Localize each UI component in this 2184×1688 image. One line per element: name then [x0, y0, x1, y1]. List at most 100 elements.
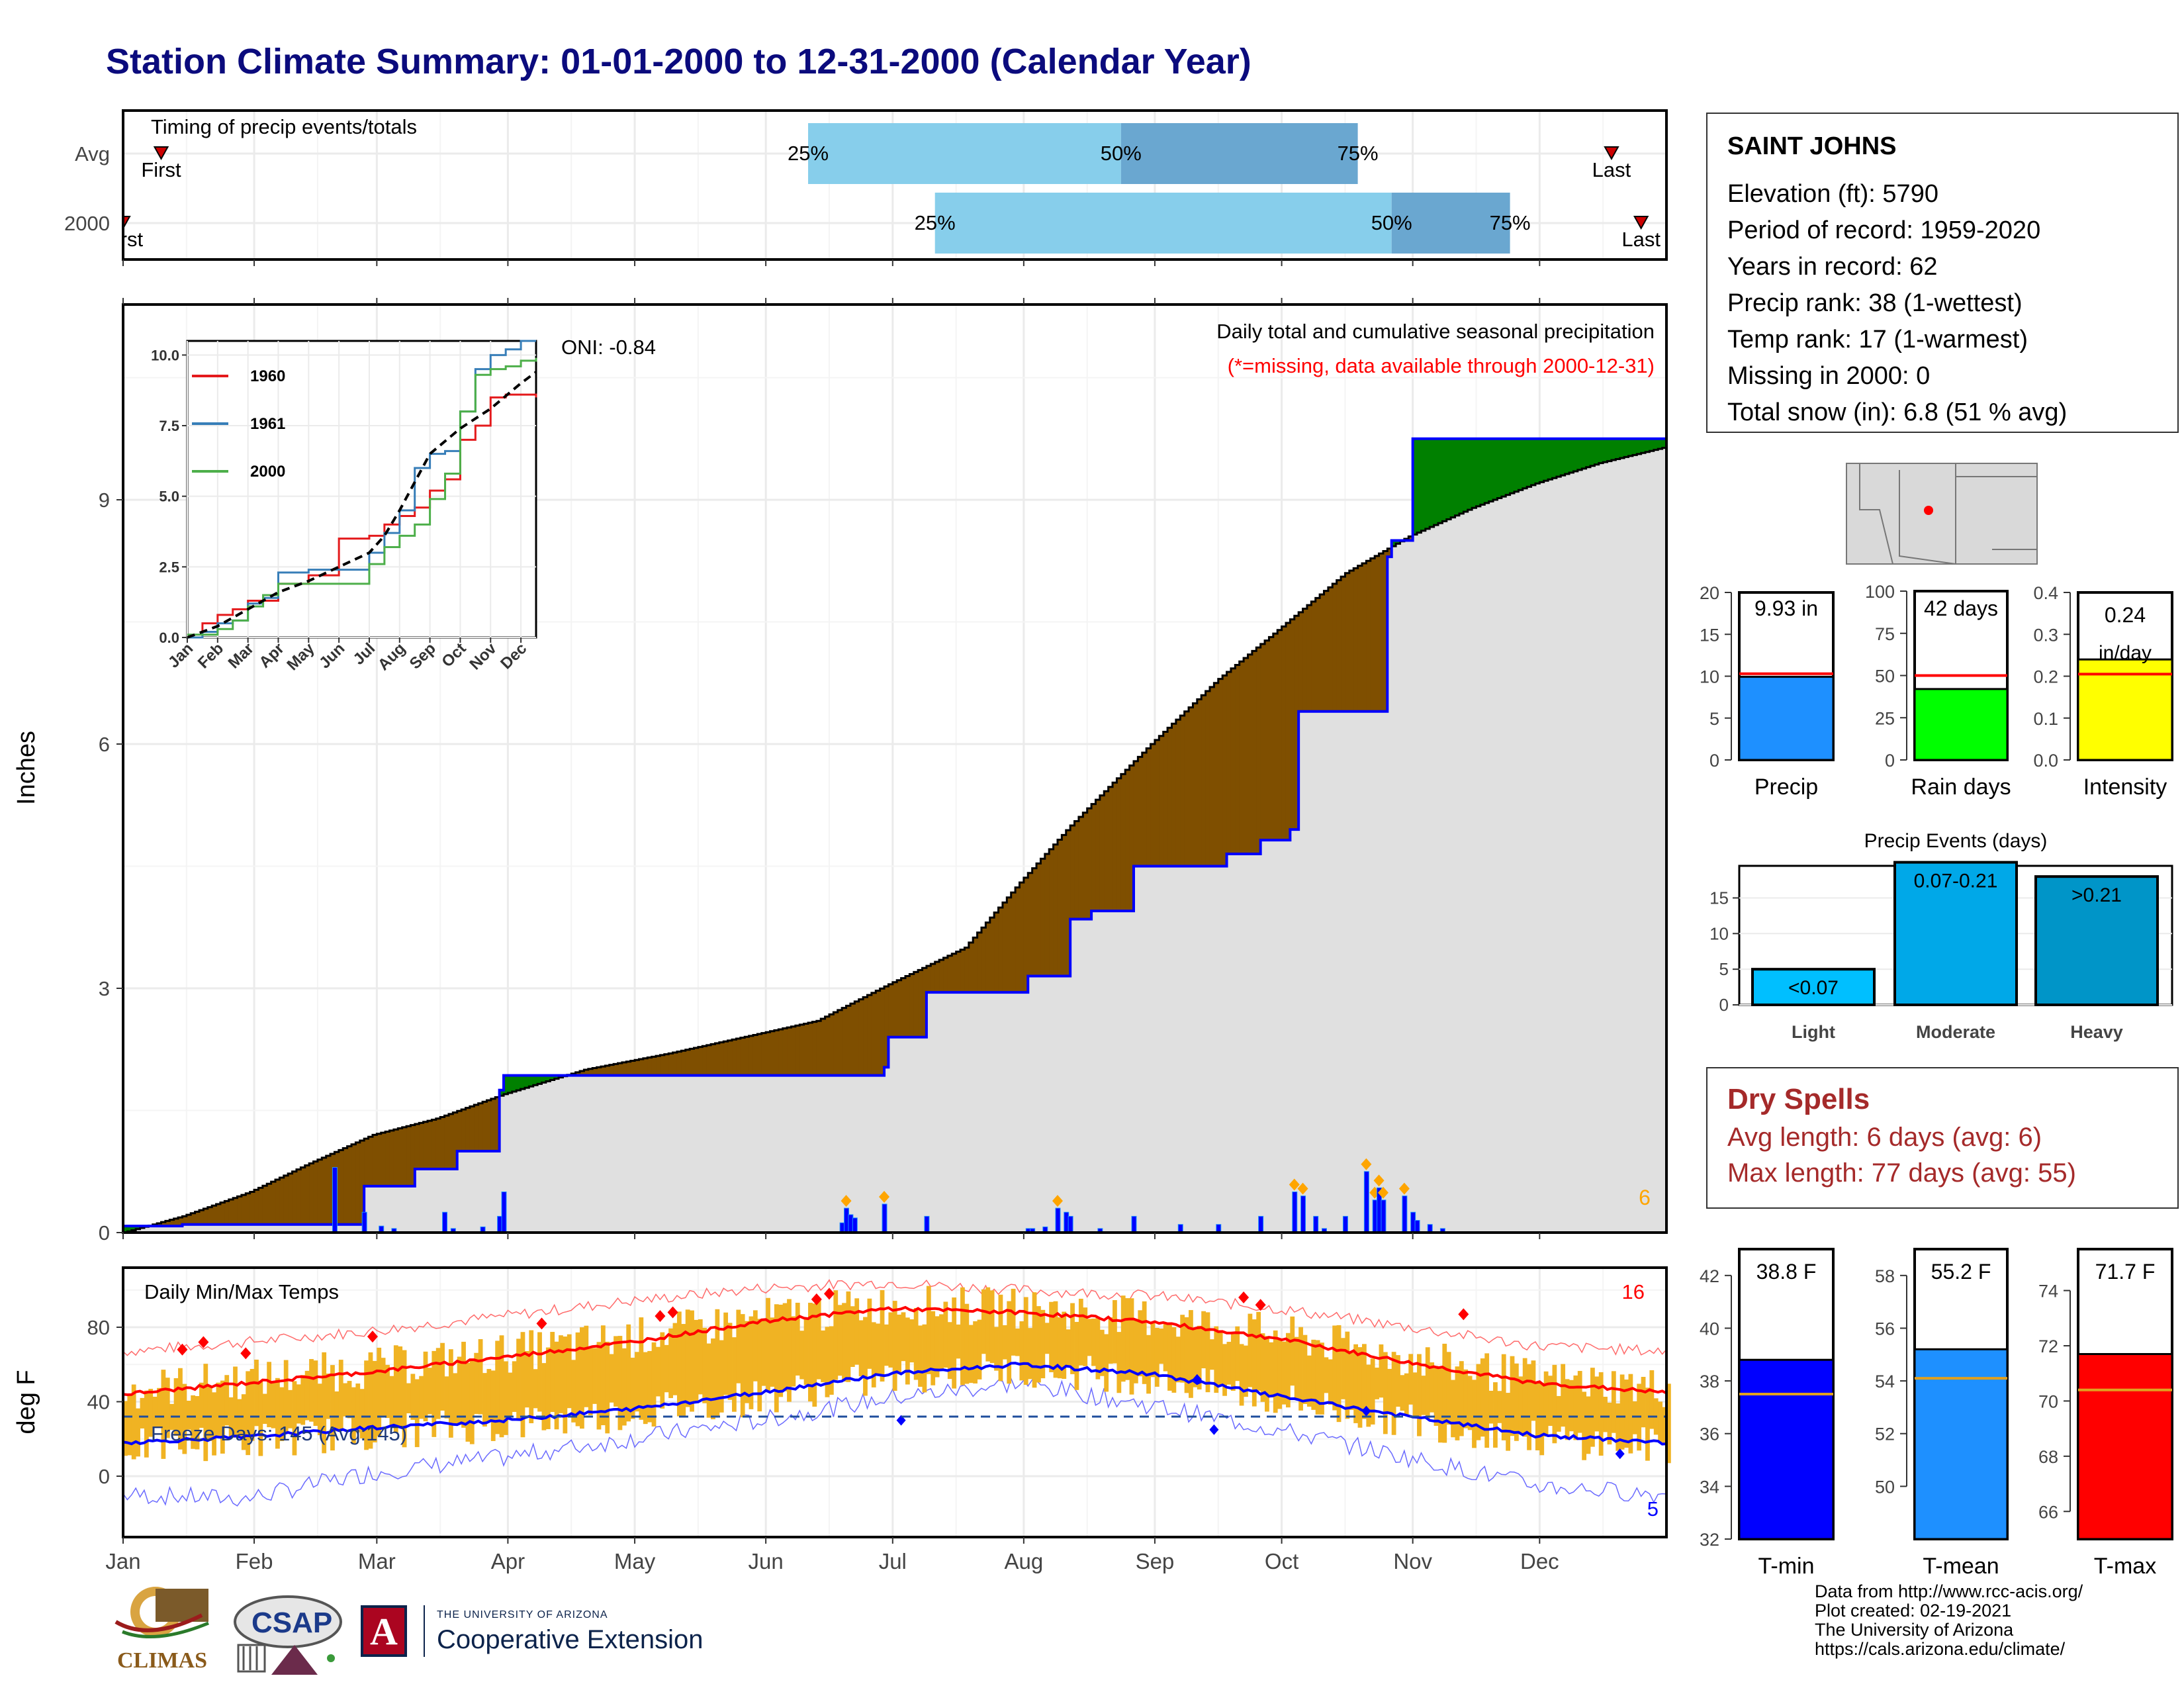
events-panel-title: Precip Events (days): [1864, 830, 2048, 852]
daily-temp-range-bar: [571, 1360, 576, 1423]
precip-deficit-segment: [1108, 786, 1113, 912]
daily-temp-range-bar: [1201, 1311, 1206, 1369]
precip-deficit-segment: [694, 1048, 699, 1076]
daily-temp-range-bar: [614, 1336, 618, 1407]
precip-deficit-segment: [1370, 558, 1375, 712]
precip-deficit-segment: [1138, 757, 1143, 867]
daily-temp-range-bar: [812, 1303, 817, 1407]
precip-deficit-segment: [799, 1024, 805, 1076]
record-high-marker: [1238, 1291, 1250, 1303]
station-temp-rank: Temp rank: 17 (1-warmest): [1727, 326, 2028, 353]
events-bar-moderate: [1893, 861, 2018, 1006]
precip-deficit-segment: [1066, 830, 1071, 976]
inset-legend-label-2000: 2000: [250, 463, 285, 481]
daily-temp-range-bar: [1298, 1327, 1303, 1411]
precip-deficit-segment: [846, 1006, 851, 1076]
daily-temp-range-bar: [1230, 1334, 1236, 1391]
daily-temp-range-bar: [656, 1346, 660, 1397]
precip-surplus-segment: [1619, 438, 1625, 458]
state-map: [1846, 463, 2038, 565]
rain_days-y-tick-label: 75: [1875, 624, 1895, 644]
daily-temp-range-bar: [440, 1342, 445, 1411]
precip-deficit-segment: [495, 1097, 500, 1151]
precip-deficit-segment: [465, 1107, 471, 1151]
precip-surplus-segment: [1472, 438, 1477, 508]
precip-surplus-segment: [1430, 438, 1435, 527]
precip-deficit-segment: [474, 1105, 479, 1151]
daily-temp-range-bar: [1218, 1332, 1223, 1385]
timing-panel-label: Timing of precip events/totals: [151, 115, 417, 138]
daily-temp-range-bar: [1603, 1397, 1608, 1432]
precip-deficit-segment: [178, 1217, 183, 1227]
precip-deficit-segment: [233, 1197, 238, 1225]
precip-deficit-segment: [876, 990, 881, 1076]
last-event-label: Last: [1621, 228, 1661, 251]
precip-surplus-segment: [1451, 438, 1456, 518]
precip-deficit-segment: [892, 982, 897, 1037]
timing-bar-avg-q2: [1120, 123, 1358, 184]
precip-deficit-segment: [1336, 580, 1342, 712]
daily-temp-range-bar: [939, 1314, 944, 1369]
daily-temp-range-bar: [1569, 1380, 1574, 1432]
precip-surplus-segment: [1396, 540, 1401, 544]
daily-temp-range-bar: [1087, 1319, 1092, 1356]
daily-temp-range-bar: [173, 1378, 179, 1436]
daily-temp-range-bar: [1391, 1352, 1396, 1435]
precip-deficit-segment: [322, 1157, 327, 1225]
precip-deficit-segment: [1306, 605, 1312, 712]
tmin-bar: [1738, 1358, 1835, 1540]
precip-deficit-segment: [998, 907, 1003, 993]
daily-temp-range-bar: [833, 1290, 839, 1380]
daily-temp-range-bar: [1472, 1380, 1477, 1448]
precip-y-tick-label: 9: [99, 489, 110, 512]
tmin-y-tick-label: 40: [1700, 1319, 1719, 1338]
daily-temp-range-bar: [698, 1319, 703, 1395]
precip-deficit-segment: [1175, 720, 1181, 867]
daily-temp-range-bar: [499, 1335, 504, 1438]
daily-temp-range-bar: [148, 1389, 154, 1437]
precip-deficit-segment: [782, 1028, 788, 1076]
daily-temp-range-bar: [926, 1286, 931, 1374]
events-bar-light: [1751, 968, 1876, 1006]
daily-temp-range-bar: [1244, 1345, 1248, 1397]
tmax-y-tick-label: 70: [2038, 1391, 2058, 1411]
precip-deficit-segment: [1357, 565, 1363, 712]
precip-deficit-segment: [787, 1027, 792, 1076]
precip-deficit-segment: [490, 1098, 496, 1151]
daily-temp-range-bar: [372, 1360, 377, 1442]
daily-temp-range-bar: [1615, 1403, 1621, 1451]
tmean-y-tick-label: 50: [1875, 1477, 1895, 1497]
daily-temp-range-bar: [1049, 1301, 1054, 1372]
daily-temp-range-bar: [296, 1384, 301, 1424]
daily-temp-range-bar: [1455, 1366, 1460, 1440]
daily-temp-range-bar: [1349, 1352, 1354, 1410]
precip-surplus-segment: [1522, 438, 1527, 489]
precip-deficit-segment: [444, 1115, 449, 1170]
climas-emblem-icon: [114, 1587, 209, 1638]
daily-temp-range-bar: [858, 1320, 864, 1377]
precip-surplus-segment: [1565, 438, 1570, 475]
precip-deficit-segment: [1298, 612, 1304, 712]
daily-temp-range-bar: [161, 1370, 166, 1459]
precip-deficit-segment: [723, 1041, 729, 1076]
record-high-marker: [811, 1293, 822, 1305]
precip-deficit-segment: [575, 1072, 580, 1076]
daily-temp-range-bar: [1138, 1310, 1143, 1377]
precip-deficit-segment: [1222, 675, 1228, 867]
daily-temp-range-bar: [727, 1323, 733, 1400]
daily-temp-range-bar: [1099, 1329, 1105, 1376]
heavy-precip-marker: [1398, 1182, 1410, 1195]
daily-temp-range-bar: [237, 1399, 242, 1438]
timing-left-mask: [0, 111, 123, 259]
daily-temp-range-bar: [334, 1391, 340, 1432]
precip-surplus-segment: [1556, 438, 1562, 477]
daily-temp-range-bar: [199, 1382, 204, 1428]
precip-deficit-segment: [745, 1037, 750, 1076]
precip-surplus-segment: [136, 1226, 141, 1229]
precip-surplus-segment: [1615, 438, 1621, 459]
precip-deficit-segment: [740, 1037, 745, 1076]
precip-deficit-segment: [858, 999, 864, 1076]
rain_days-value-label: 42 days: [1924, 596, 1998, 620]
precip-deficit-segment: [901, 978, 906, 1037]
